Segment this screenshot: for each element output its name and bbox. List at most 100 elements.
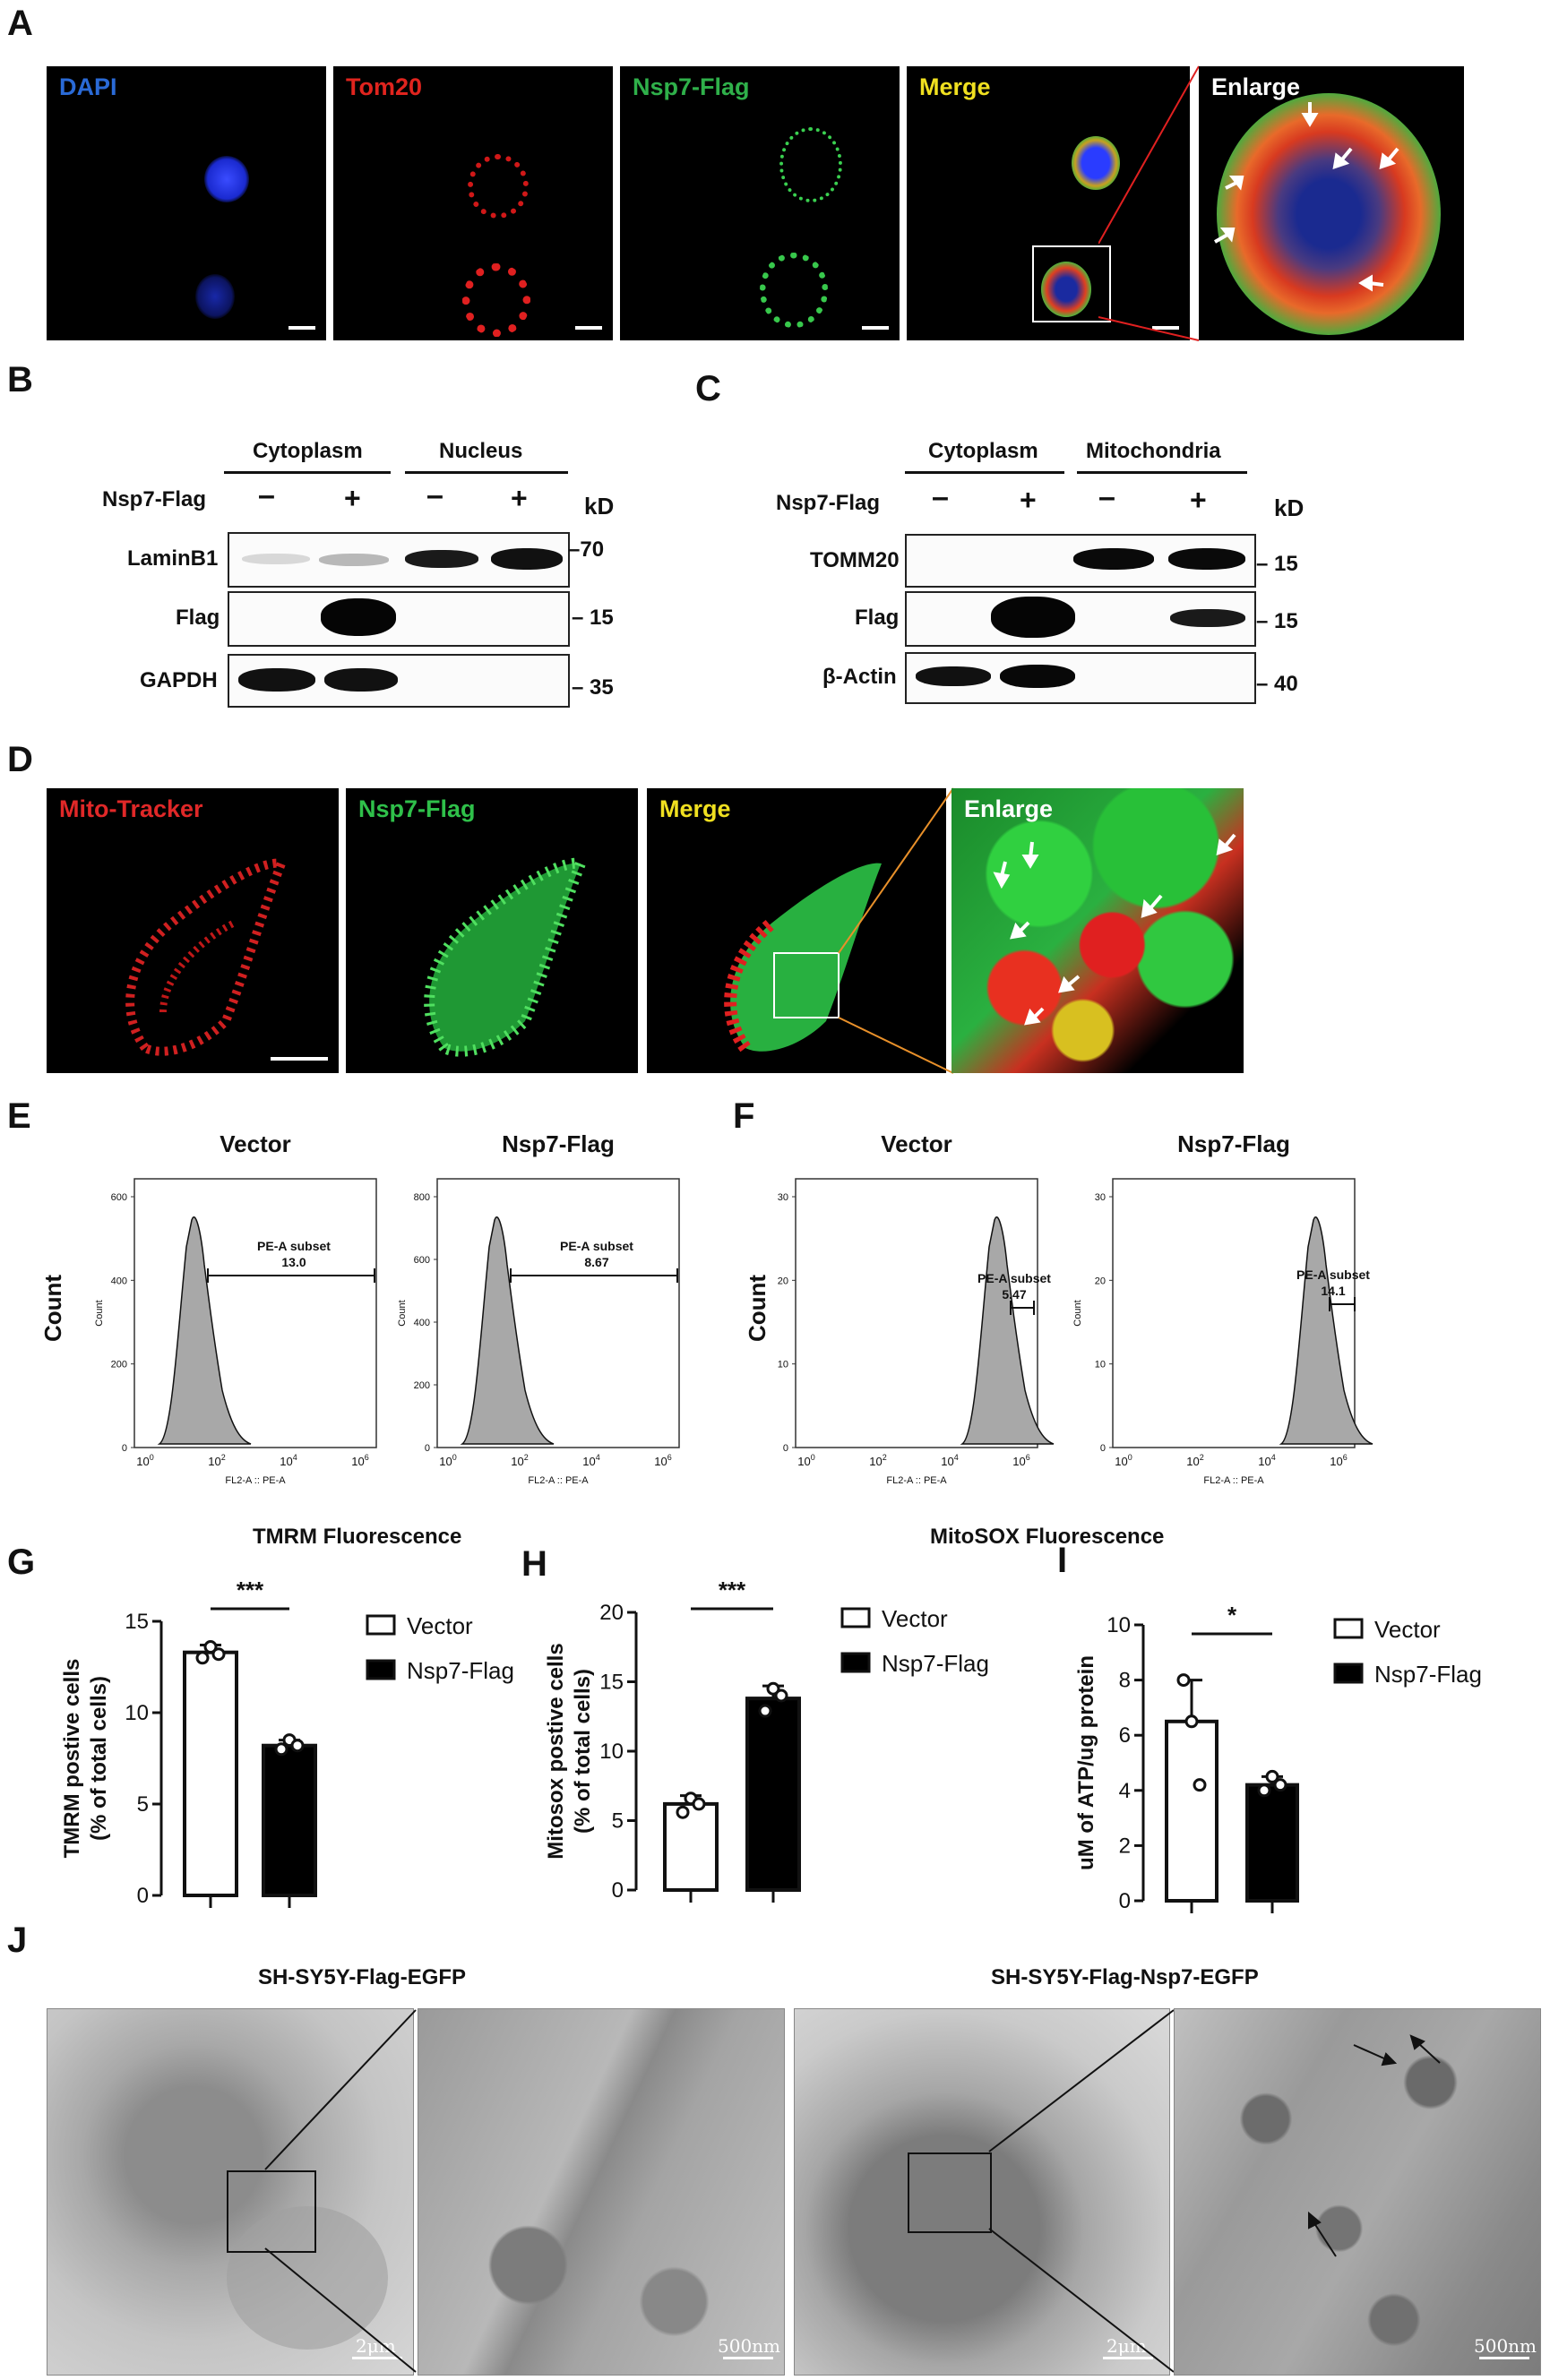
ytick-label-2: 10 (599, 1740, 624, 1764)
data-point-1-0 (1257, 1783, 1271, 1798)
panel-label-j: J (7, 1920, 28, 1960)
panel-label-a: A (7, 4, 33, 43)
e-xtick-1-1: 102 (511, 1453, 528, 1468)
significance-label: *** (719, 1577, 746, 1603)
f-ytick-0-2: 10 (778, 1360, 788, 1370)
data-point-1-2 (1273, 1778, 1287, 1792)
e-ytick-1-3: 200 (414, 1380, 430, 1391)
data-point-0-2 (1193, 1778, 1207, 1792)
chart-i: 0 2 4 6 8 10 uM of ATP/ug protein * Vector Nsp7-F… (1074, 1602, 1482, 1913)
f-ytick-1-1: 20 (1095, 1276, 1106, 1286)
ytick-label-3: 6 (1119, 1723, 1131, 1748)
j-scale-500nm-left: 500nm (718, 2335, 781, 2357)
tom20-label: Tom20 (346, 73, 423, 100)
panel-label-i: I (1057, 1541, 1068, 1580)
f-xaxis-small-1: FL2-A :: PE-A (1203, 1475, 1264, 1486)
zoom-lines-d (838, 787, 954, 1074)
data-point-1-1 (766, 1681, 780, 1696)
ytick-label-0: 0 (612, 1878, 624, 1903)
e-xtick-0-0: 100 (136, 1453, 153, 1468)
chart-g: 0 5 10 15 TMRM postive cells (% of total cell… (60, 1577, 514, 1908)
significance-label: * (1227, 1602, 1237, 1628)
b-cytoplasm-bar (224, 471, 391, 474)
c-marker-40: – 40 (1256, 672, 1298, 696)
f-gate-name-1: PE-A subset (1296, 1267, 1370, 1282)
nsp7-flag-image: Nsp7-Flag (620, 66, 900, 340)
f-xtick-0-2: 104 (941, 1453, 958, 1468)
data-point-0-2 (692, 1797, 706, 1811)
chart-h: 0 5 10 15 20 Mitosox postive cells (% of total… (544, 1577, 989, 1903)
b-blot-flag (228, 591, 570, 647)
panel-label-c: C (695, 369, 721, 408)
panel-label-b: B (7, 360, 33, 400)
b-marker-35: – 35 (572, 675, 614, 700)
b-sign-3: – (426, 478, 443, 512)
legend-label-vector: Vector (407, 1612, 473, 1639)
e-flow-histograms: Vector 600 400 200 0 Count 100 102 104 106 FL2-A :… (94, 1130, 680, 1486)
panel-label-e: E (7, 1096, 31, 1136)
b-kd-label: kD (584, 493, 615, 520)
legend-swatch-vector (1333, 1618, 1364, 1639)
merge-label-d: Merge (659, 795, 731, 822)
data-point-0-1 (203, 1640, 218, 1654)
merge-image-d: Merge (647, 788, 946, 1073)
bar-nsp7-flag (1245, 1783, 1299, 1903)
significance-label: *** (237, 1577, 264, 1603)
bar-vector (663, 1801, 719, 1892)
c-mitochondria-bar (1077, 471, 1247, 474)
data-point-0-2 (211, 1647, 226, 1662)
em-image-vector-overview: 2μm (47, 2008, 414, 2376)
ytick-label-2: 10 (125, 1701, 149, 1725)
e-ytick-1-0: 800 (414, 1192, 430, 1203)
em-image-vector-zoom: 500nm (418, 2008, 785, 2376)
b-blot-laminb1 (228, 532, 570, 588)
c-row-actin: β-Actin (822, 665, 897, 689)
c-cytoplasm-bar (905, 471, 1064, 474)
ytick-label-1: 5 (612, 1809, 624, 1834)
panel-label-g: G (7, 1542, 36, 1582)
c-sign-3: – (1098, 480, 1115, 514)
f-flow-histograms: Vector3020100Count100102104106FL2-A :: P… (778, 1130, 1373, 1486)
merge-image: Merge (907, 66, 1190, 340)
c-kd-label: kD (1274, 494, 1305, 521)
e-ytick-0-1: 400 (111, 1276, 127, 1286)
e-ytick-0-2: 200 (111, 1360, 127, 1370)
ytick-label-1: 2 (1119, 1834, 1131, 1858)
f-xaxis-small-0: FL2-A :: PE-A (886, 1475, 947, 1486)
mito-tracker-label: Mito-Tracker (59, 795, 203, 822)
ylabel-line-0: TMRM postive cells (60, 1659, 84, 1859)
zoom-lines-a (1098, 65, 1200, 341)
f-histogram-1 (1279, 1216, 1373, 1445)
c-sign-1: – (932, 480, 949, 514)
enlarge-image-d: Enlarge (952, 788, 1244, 1073)
f-ytick-1-3: 0 (1100, 1443, 1106, 1454)
e-xaxis-small-0: FL2-A :: PE-A (225, 1475, 286, 1486)
b-marker-15: – 15 (572, 606, 614, 630)
e-ytick-0-0: 600 (111, 1192, 127, 1203)
legend-label-vector: Vector (1374, 1616, 1441, 1643)
f-gate-name-0: PE-A subset (977, 1271, 1051, 1285)
c-sign-4: + (1190, 484, 1207, 516)
f-title-1: Nsp7-Flag (1177, 1130, 1290, 1157)
c-blot-tomm20 (905, 534, 1256, 588)
legend-label-vector: Vector (882, 1605, 948, 1632)
tom20-image: Tom20 (333, 66, 613, 340)
b-row-laminb1: LaminB1 (127, 546, 219, 571)
e-xtick-1-3: 106 (654, 1453, 671, 1468)
e-count-small-1: Count (397, 1300, 408, 1326)
j-zoom-lines-left (264, 2009, 417, 2373)
f-xtick-1-1: 102 (1186, 1453, 1203, 1468)
panel-label-d: D (7, 740, 33, 779)
legend-label-nsp7: Nsp7-Flag (882, 1650, 989, 1677)
bar-vector (183, 1650, 238, 1898)
e-xtick-1-0: 100 (439, 1453, 456, 1468)
data-point-1-1 (1265, 1769, 1279, 1783)
e-xaxis-small-1: FL2-A :: PE-A (528, 1475, 589, 1486)
ytick-label-0: 0 (137, 1884, 149, 1908)
dapi-image: DAPI (47, 66, 326, 340)
f-xtick-1-3: 106 (1330, 1453, 1347, 1468)
f-xlabel: MitoSOX Fluorescence (930, 1525, 1165, 1549)
bar-vector (1165, 1719, 1218, 1903)
b-row-gapdh: GAPDH (140, 668, 218, 692)
e-histogram-1 (460, 1216, 555, 1445)
